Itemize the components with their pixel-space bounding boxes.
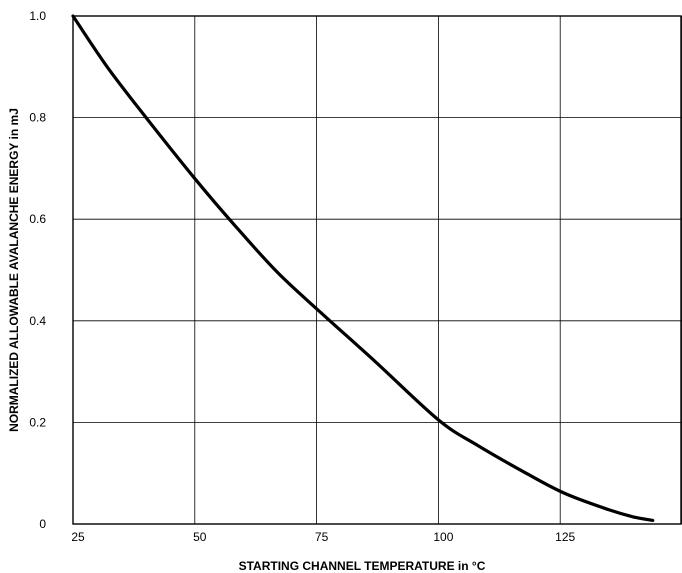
x-tick-labels: 25 50 75 100 125 [71, 530, 575, 544]
y-tick-label: 1.0 [29, 9, 46, 23]
y-tick-label: 0.6 [29, 212, 46, 226]
series-layer [71, 14, 655, 523]
x-axis-title: STARTING CHANNEL TEMPERATURE in °C [239, 559, 486, 573]
x-tick-label: 100 [433, 530, 453, 544]
y-tick-label: 0 [39, 517, 46, 531]
y-tick-label: 0.4 [29, 314, 46, 328]
x-tick-label: 125 [555, 530, 575, 544]
y-tick-label: 0.2 [29, 415, 46, 429]
grid [73, 16, 682, 524]
y-tick-label: 0.8 [29, 111, 46, 125]
x-tick-label: 50 [193, 530, 207, 544]
plot-frame [72, 15, 682, 525]
x-tick-label: 75 [315, 530, 329, 544]
y-tick-labels: 0 0.2 0.4 0.6 0.8 1.0 [29, 9, 46, 531]
series-line-0 [71, 14, 655, 523]
y-axis-title: NORMALIZED ALLOWABLE AVALANCHE ENERGY in… [7, 108, 21, 432]
x-tick-label: 25 [71, 530, 85, 544]
